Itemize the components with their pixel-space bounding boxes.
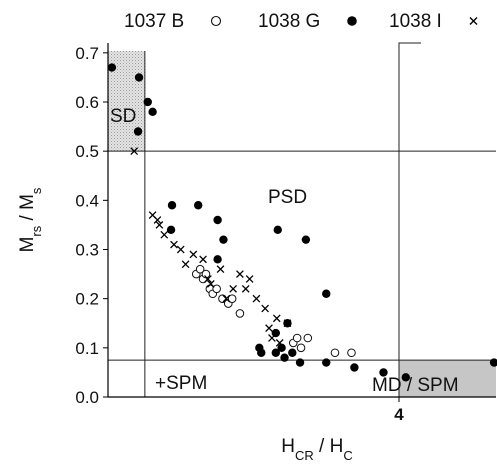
point-1038-g [350,363,359,372]
point-1038-i [236,270,244,278]
legend: 1037 B 1038 G 1038 I [124,11,478,32]
point-1038-g [166,225,176,235]
md-vertical-line [398,42,421,397]
point-1038-g [148,107,157,117]
y-tick-label: 0.0 [75,388,99,407]
point-1038-g [322,289,331,298]
data-points [107,63,497,382]
point-1038-i [216,265,225,274]
legend-label-1037-b: 1037 B [124,11,184,32]
point-1038-g [213,215,222,225]
point-1038-i [181,260,190,269]
legend-marker-filled-circle [347,16,357,26]
point-1038-i [160,230,169,239]
point-1038-g [219,235,228,244]
point-1038-i [170,240,178,249]
region-label-md-spm: MD / SPM [372,375,459,396]
y-tick-label: 0.3 [75,241,99,260]
point-1038-g [301,235,311,244]
point-1038-i [252,294,261,303]
legend-marker-cross [469,17,478,25]
point-1037-b [292,333,302,343]
shaded-regions [108,51,496,397]
point-1038-g [322,358,331,367]
y-tick-label: 0.1 [75,339,99,358]
point-1038-i [229,284,237,293]
point-1038-i [261,304,269,313]
point-1038-i [199,255,207,264]
y-tick-label: 0.7 [75,44,99,63]
point-1037-b [212,284,221,294]
point-1038-i [176,245,185,254]
reference-lines [108,42,496,397]
point-1038-g [257,348,266,357]
point-1038-i [241,284,250,293]
y-tick-label: 0.5 [75,142,99,161]
point-1037-b [330,348,340,358]
md-spm-shaded-region [399,360,496,397]
point-1038-g [194,201,203,210]
y-tick-label: 0.2 [75,290,99,309]
point-1038-g [295,358,305,367]
point-1038-g [133,127,143,136]
point-1038-g [134,73,144,82]
point-1037-b [296,343,306,353]
point-1038-i [204,275,212,283]
point-1038-g [489,358,497,367]
y-tick-label: 0.4 [75,191,99,210]
point-1038-g [273,225,282,235]
point-1038-g [288,348,297,357]
axes: 0.0 0.1 0.2 0.3 0.4 0.5 0.6 0.7 4 HCR / HC Mrs / M… [17,43,496,463]
region-label-spm: +SPM [155,373,207,394]
point-1038-g [167,201,177,210]
point-1037-b [235,309,245,318]
point-1038-g [271,348,281,357]
point-1037-b [347,348,356,358]
point-1038-g [143,97,152,107]
point-1038-g [379,368,388,377]
region-labels: SD PSD +SPM MD / SPM [110,106,459,396]
point-1038-i [130,147,139,156]
y-axis-label: Mrs / Ms [17,187,44,252]
point-1038-i [189,250,198,259]
legend-marker-open-circle [210,15,222,27]
point-1038-i [206,280,215,288]
point-1038-i [268,334,276,342]
legend-label-1038-i: 1038 I [389,11,442,32]
point-1038-g [271,328,281,338]
legend-label-1038-g: 1038 G [258,11,320,32]
y-tick-label: 0.6 [75,93,99,112]
point-1038-i [222,294,231,303]
point-1038-g [280,353,289,362]
point-1038-i [155,221,164,229]
x-tick-label: 4 [394,405,404,424]
point-1038-g [107,63,117,72]
point-1038-i [265,324,273,333]
point-1037-b [303,333,313,343]
x-axis-label: HCR / HC [281,436,352,463]
point-1038-i [153,216,162,224]
point-1038-g [213,255,222,264]
point-1038-i [272,314,281,323]
point-1037-b [195,264,205,274]
point-1038-g [401,373,410,382]
point-1038-i [245,275,254,283]
point-1037-b [227,294,237,303]
point-1038-i [275,339,284,347]
region-label-sd: SD [110,106,136,127]
region-label-psd: PSD [268,187,307,208]
point-1038-i [283,319,292,328]
point-1038-g [277,343,286,353]
